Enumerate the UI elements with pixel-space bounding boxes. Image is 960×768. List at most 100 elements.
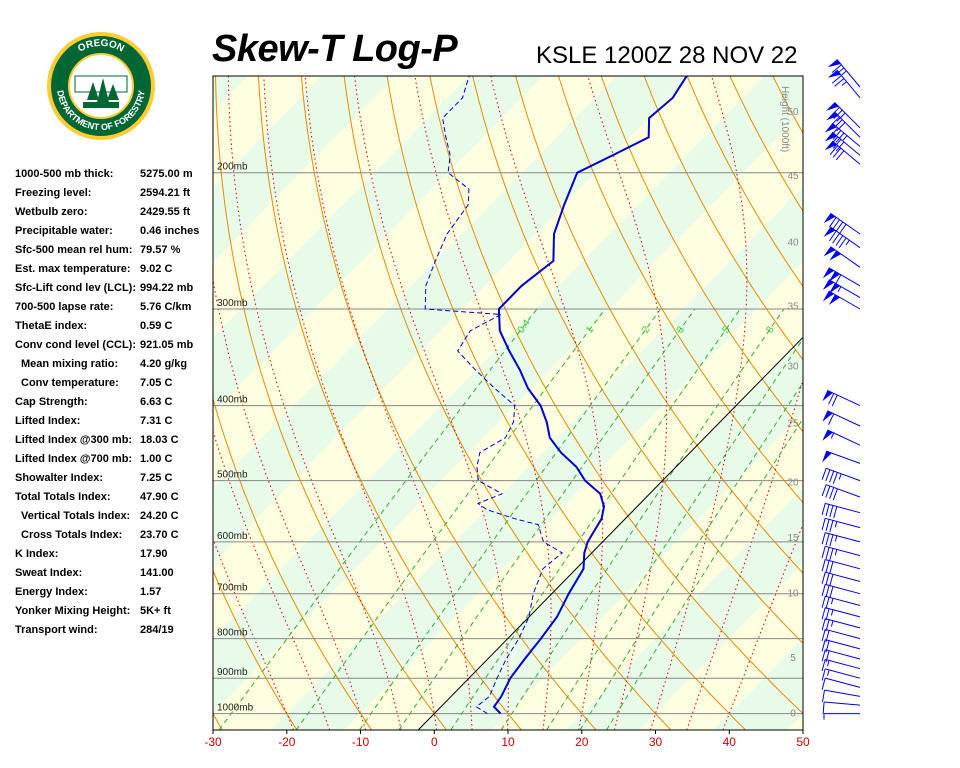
wind-barb-flag (824, 123, 837, 133)
wind-barb-flag (828, 283, 841, 294)
wind-barb-full (834, 274, 842, 286)
wind-barb-flag (822, 390, 833, 402)
x-tick-label: 20 (575, 735, 589, 749)
wind-barb-staff (826, 484, 861, 498)
temperature-profile-line (492, 76, 688, 715)
wind-barb-full (825, 650, 830, 663)
wind-barb-staff (825, 658, 861, 670)
wind-barb-staff (827, 389, 861, 407)
wind-barb-full (834, 67, 845, 76)
index-value: 7.31 C (140, 415, 173, 427)
index-value: 5.76 C/km (140, 301, 192, 313)
wind-barb-flag (822, 279, 834, 290)
pressure-label: 1000mb (217, 703, 254, 714)
wind-barb-full (821, 677, 826, 690)
wind-barb-full (825, 640, 830, 653)
zero-isotherm-line (417, 336, 803, 730)
wind-barb-full (821, 629, 826, 642)
wind-barb-half (842, 135, 848, 141)
wind-barb-full (832, 472, 838, 484)
index-value: 994.22 mb (140, 282, 194, 294)
wind-barb (821, 649, 861, 663)
wind-barb-full (829, 127, 839, 138)
wind-barb-full (832, 219, 840, 230)
wind-barb-staff (825, 639, 861, 650)
dry-adiabat-line (816, 76, 960, 730)
index-value: 17.90 (140, 548, 168, 560)
isotherm-band (213, 76, 248, 112)
index-label: Lifted Index @300 mb: (15, 434, 133, 446)
wind-barb-half (834, 521, 838, 528)
mixing-ratio-line (606, 417, 803, 730)
temperature-axis: -30 -20 -10 0 10 20 30 40 50 (204, 730, 810, 749)
wind-barb-full (828, 230, 837, 242)
wind-barb-full (829, 136, 839, 147)
wind-barb (822, 267, 861, 287)
wind-barb-staff (827, 410, 861, 427)
chart-title: Skew-T Log-P (212, 28, 458, 70)
zero-isotherm (417, 336, 803, 730)
x-tick-label: -10 (352, 735, 370, 749)
index-label: Lifted Index: (15, 415, 81, 427)
wind-barb (821, 517, 861, 533)
wind-barb-full (825, 597, 830, 609)
wind-barb (822, 410, 861, 427)
isotherm-band (213, 111, 803, 730)
wind-barb-full (821, 668, 826, 681)
index-label: 700-500 lapse rate: (15, 301, 114, 313)
wind-barb (821, 618, 861, 632)
wind-barb-staff (826, 467, 861, 482)
wind-barb (821, 545, 861, 561)
wind-barb-staff (832, 131, 861, 156)
index-label: Sfc-Lift cond lev (LCL): (15, 282, 136, 294)
wind-barb-full (825, 585, 830, 598)
wind-barb-staff (825, 649, 861, 660)
isobars: 1000mb 900mb 800mb 700mb 600mb 500mb 400mb 300m… (213, 162, 803, 715)
wind-barb (821, 532, 861, 547)
pressure-label: 200mb (217, 162, 248, 173)
wind-barb-full (821, 559, 826, 572)
wind-barb-flag (826, 111, 839, 121)
index-label: Conv temperature: (21, 377, 119, 389)
x-tick-label: -20 (278, 735, 296, 749)
index-label: Precipitable water: (15, 225, 113, 237)
wind-barb-staff (825, 618, 861, 629)
wind-barb-flag (826, 102, 839, 111)
wind-barb-staff (830, 246, 861, 268)
height-tick-label: 30 (787, 362, 799, 373)
logo-tree-icon (87, 82, 99, 100)
wind-barb-staff (825, 559, 861, 570)
wind-barb-full (833, 119, 843, 129)
index-value: 5275.00 m (140, 168, 193, 180)
wind-barb-full (829, 505, 834, 518)
logo-top-text: OREGON (76, 38, 126, 55)
wind-barb (821, 658, 861, 672)
height-tick-label: 45 (787, 171, 799, 182)
wind-barb (821, 639, 861, 653)
wind-barb-staff (834, 102, 861, 129)
pressure-label: 300mb (217, 298, 248, 309)
wind-barb-staff (836, 59, 861, 88)
pressure-label: 800mb (217, 628, 248, 639)
wind-barb-staff (832, 140, 861, 165)
logo-tree-icon (97, 78, 109, 102)
wind-barb (827, 59, 861, 88)
wind-barb-full (822, 690, 825, 702)
index-value: 47.90 C (140, 491, 179, 503)
wind-barb-flag (822, 410, 833, 422)
mixing-ratio-line (359, 308, 662, 730)
wind-barb (822, 429, 861, 446)
wind-barb-full (821, 518, 826, 531)
wind-barb-full (821, 468, 827, 480)
wind-barb-staff (834, 111, 861, 138)
wind-barb-full (825, 485, 831, 498)
wind-barb-full (825, 519, 830, 532)
wind-barb-half (838, 473, 842, 480)
isotherm-band (491, 412, 803, 730)
wind-barb (822, 450, 861, 464)
wind-barb-flag (822, 291, 834, 302)
wind-barb-full (825, 469, 831, 482)
index-value: 141.00 (140, 567, 174, 579)
wind-barb-flag (828, 294, 841, 305)
pressure-label: 500mb (217, 470, 248, 481)
